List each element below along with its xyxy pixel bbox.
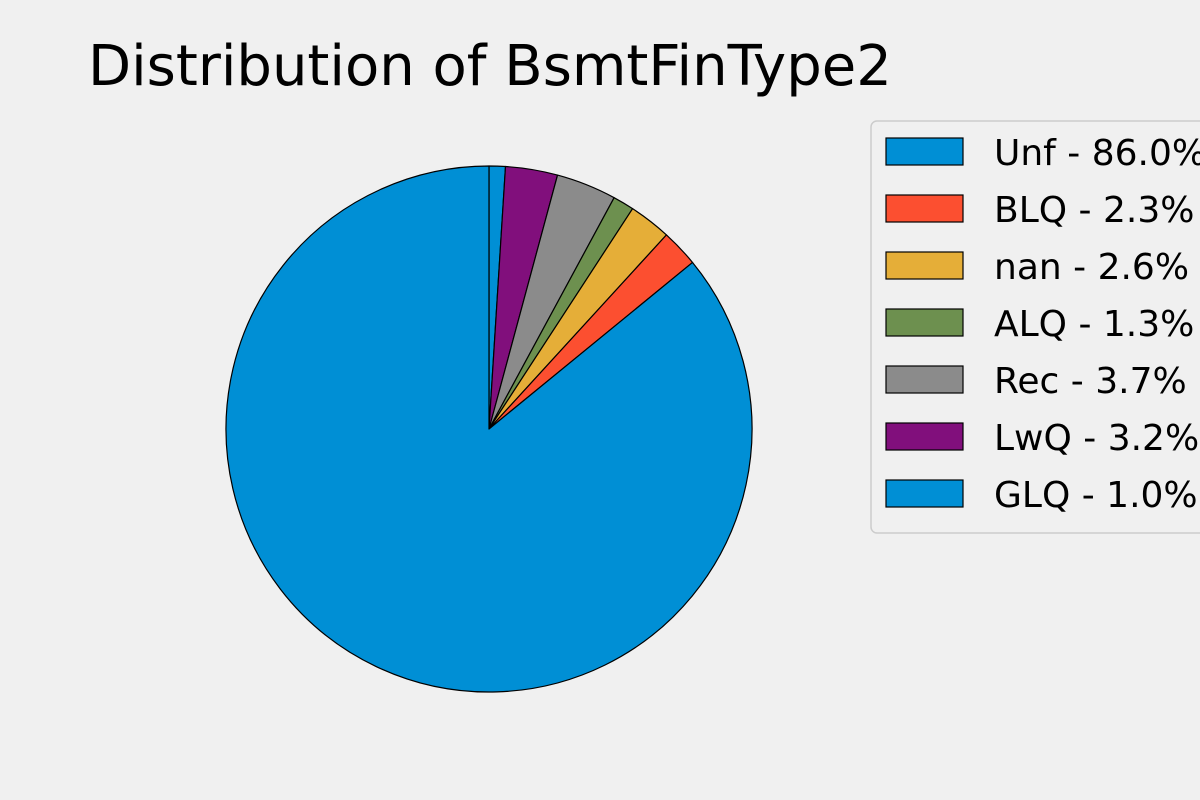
legend-swatch-blq bbox=[885, 194, 964, 223]
legend-label-blq: BLQ - 2.3% bbox=[994, 190, 1194, 231]
legend-swatch-rec bbox=[885, 365, 964, 394]
legend-swatch-unf bbox=[885, 137, 964, 166]
legend-label-rec: Rec - 3.7% bbox=[994, 361, 1187, 402]
legend-swatch-lwq bbox=[885, 422, 964, 451]
legend-swatch-alq bbox=[885, 308, 964, 337]
legend: Unf - 86.0% BLQ - 2.3% nan - 2.6% ALQ - 1.3… bbox=[870, 120, 1200, 534]
legend-label-lwq: LwQ - 3.2% bbox=[994, 418, 1199, 459]
pie-slice-unf bbox=[225, 165, 753, 693]
legend-swatch-nan bbox=[885, 251, 964, 280]
legend-label-nan: nan - 2.6% bbox=[994, 247, 1189, 288]
pie-slices bbox=[225, 165, 753, 693]
chart-title: Distribution of BsmtFinType2 bbox=[88, 34, 892, 99]
legend-label-unf: Unf - 86.0% bbox=[994, 133, 1200, 174]
legend-label-alq: ALQ - 1.3% bbox=[994, 304, 1194, 345]
legend-label-glq: GLQ - 1.0% bbox=[994, 475, 1198, 516]
legend-swatch-glq bbox=[885, 479, 964, 508]
